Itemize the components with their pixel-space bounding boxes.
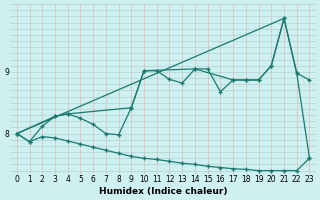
X-axis label: Humidex (Indice chaleur): Humidex (Indice chaleur) (99, 187, 228, 196)
